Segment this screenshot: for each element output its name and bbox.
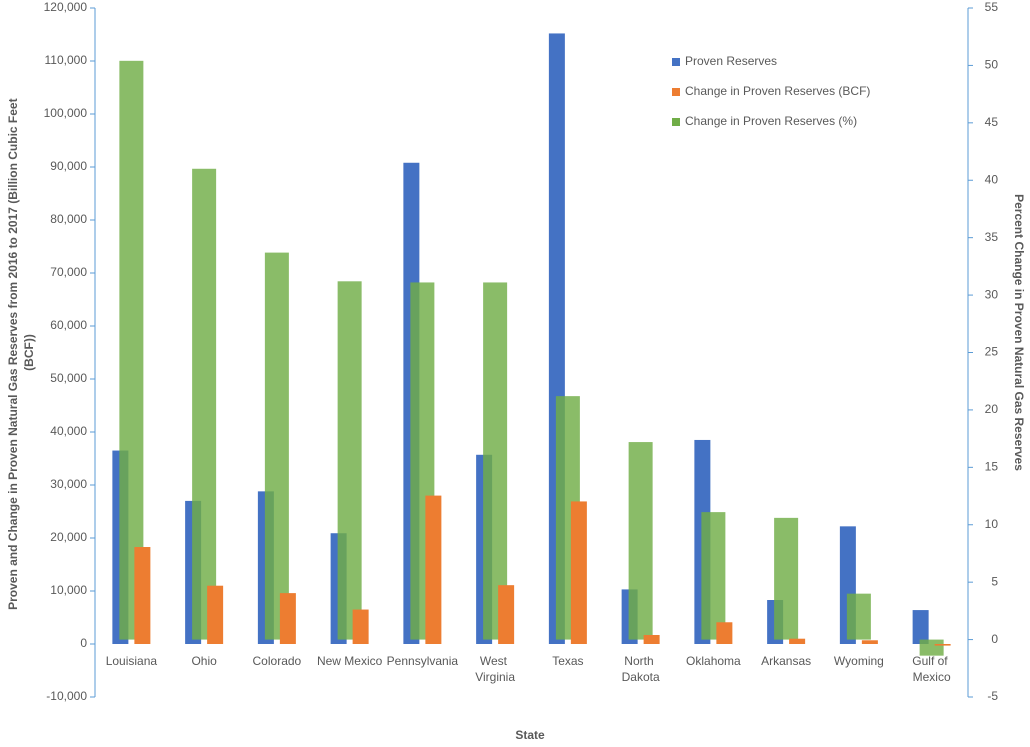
y-tick-label: 70,000 <box>50 265 87 279</box>
bar <box>207 585 224 644</box>
x-tick-label: Gulf of Mexico <box>912 654 951 684</box>
x-tick-label: Oklahoma <box>686 654 741 668</box>
y-tick-label: -10,000 <box>46 689 87 703</box>
y2-tick-label: 45 <box>985 115 999 129</box>
x-axis-title: State <box>515 728 545 742</box>
legend-label: Proven Reserves <box>685 54 777 68</box>
x-tick-label: Wyoming <box>834 654 884 668</box>
x-tick-label: Louisiana <box>106 654 158 668</box>
y-tick-label: 120,000 <box>44 0 88 14</box>
y-tick-label: 20,000 <box>50 530 87 544</box>
bar <box>861 640 878 644</box>
legend-label: Change in Proven Reserves (BCF) <box>685 84 870 98</box>
bar <box>628 442 653 640</box>
bar <box>483 282 508 640</box>
y2-axis-title: Percent Change in Proven Natural Gas Res… <box>1012 194 1026 471</box>
y2-tick-label: 30 <box>985 287 999 301</box>
y-tick-label: 50,000 <box>50 371 87 385</box>
y2-tick-label: 0 <box>991 632 998 646</box>
x-tick-label-line: Mexico <box>913 670 951 684</box>
y-tick-label: 90,000 <box>50 159 87 173</box>
bar <box>701 512 726 640</box>
y-tick-label: 60,000 <box>50 318 87 332</box>
y-tick-label: 110,000 <box>45 53 88 67</box>
y2-tick-label: 10 <box>985 517 999 531</box>
y-tick-label: 100,000 <box>44 106 88 120</box>
y2-tick-label: -5 <box>987 689 998 703</box>
bar <box>643 634 660 644</box>
y2-tick-label: 40 <box>985 172 999 186</box>
y-tick-label: 10,000 <box>50 583 87 597</box>
y-axis-title-line: (BCF)) <box>22 334 36 371</box>
bar <box>919 639 944 656</box>
y2-tick-label: 5 <box>991 574 998 588</box>
y-axis-title: Proven and Change in Proven Natural Gas … <box>6 95 36 610</box>
y2-tick-label: 50 <box>985 58 999 72</box>
bar <box>570 501 587 644</box>
y-tick-label: 0 <box>80 636 87 650</box>
legend-swatch <box>672 118 680 126</box>
x-tick-label: Colorado <box>253 654 302 668</box>
x-tick-label-line: Virginia <box>475 670 515 684</box>
x-tick-label: North Dakota <box>622 654 660 684</box>
y2-tick-label: 35 <box>985 230 999 244</box>
y2-tick-label: 55 <box>985 0 999 14</box>
bar <box>716 622 733 644</box>
y-axis-title-line: Proven and Change in Proven Natural Gas … <box>6 95 20 610</box>
bar <box>192 168 217 640</box>
bar <box>774 517 799 640</box>
y-tick-label: 40,000 <box>50 424 87 438</box>
x-tick-label-line: Gulf of <box>912 654 951 668</box>
x-tick-label: Arkansas <box>761 654 811 668</box>
bar <box>119 60 144 640</box>
x-tick-label: Pennsylvania <box>387 654 459 668</box>
x-tick-label-line: Dakota <box>622 670 660 684</box>
bar <box>789 638 806 644</box>
bar <box>498 585 515 644</box>
x-tick-label: West Virginia <box>475 654 515 684</box>
y2-tick-label: 15 <box>985 460 999 474</box>
bar <box>934 644 951 646</box>
bar <box>279 593 296 644</box>
y2-tick-label: 25 <box>985 345 999 359</box>
bar <box>352 609 369 644</box>
x-tick-label: Texas <box>552 654 583 668</box>
bar <box>846 593 871 640</box>
bar <box>264 252 289 640</box>
x-tick-label-line: West <box>480 654 510 668</box>
bar <box>337 281 362 640</box>
x-tick-label-line: North <box>624 654 657 668</box>
x-tick-label: New Mexico <box>317 654 383 668</box>
bar <box>134 547 151 644</box>
legend-swatch <box>672 88 680 96</box>
bar <box>912 610 929 644</box>
y-tick-label: 30,000 <box>50 477 87 491</box>
y-tick-label: 80,000 <box>50 212 87 226</box>
legend-swatch <box>672 58 680 66</box>
bar <box>425 495 442 644</box>
legend-label: Change in Proven Reserves (%) <box>685 114 857 128</box>
y2-tick-label: 20 <box>985 402 999 416</box>
x-tick-label: Ohio <box>191 654 217 668</box>
